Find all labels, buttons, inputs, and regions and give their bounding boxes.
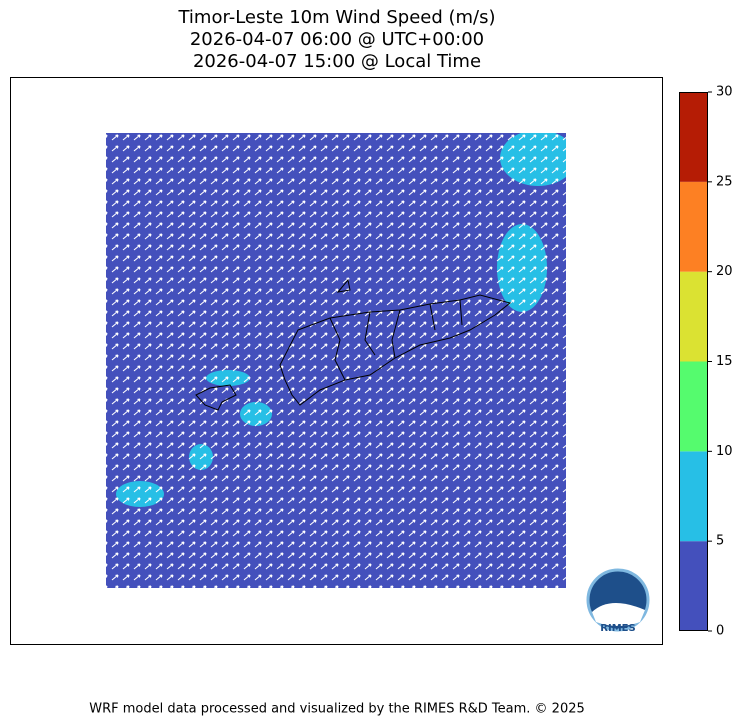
colorbar-bin	[679, 271, 708, 362]
colorbar-frame	[679, 92, 708, 631]
tick-label: 0	[716, 624, 724, 639]
colorbar-bin	[679, 181, 708, 272]
tick-label: 30	[716, 85, 733, 100]
colorbar: 0 5 10 15 20 25 30	[679, 85, 733, 639]
wind-field	[106, 133, 566, 588]
tick-label: 5	[716, 534, 724, 549]
colorbar-bin	[679, 451, 708, 542]
title-line: 2026-04-07 15:00 @ Local Time	[193, 51, 481, 72]
wind-arrows	[106, 133, 566, 588]
tick-label: 25	[716, 174, 733, 189]
tick-label: 10	[716, 444, 733, 459]
colorbar-bin	[679, 361, 708, 452]
tick-label: 15	[716, 354, 733, 369]
footer: WRF model data processed and visualized …	[89, 702, 585, 717]
logo: RIMES	[586, 568, 650, 634]
colorbar-bin	[679, 541, 708, 631]
logo-text: RIMES	[600, 623, 635, 634]
title-line: 2026-04-07 06:00 @ UTC+00:00	[190, 29, 484, 50]
coastline	[195, 278, 512, 411]
title-line: Timor-Leste 10m Wind Speed (m/s)	[177, 7, 495, 28]
colorbar-bin	[679, 92, 708, 182]
tick-label: 20	[716, 264, 733, 279]
